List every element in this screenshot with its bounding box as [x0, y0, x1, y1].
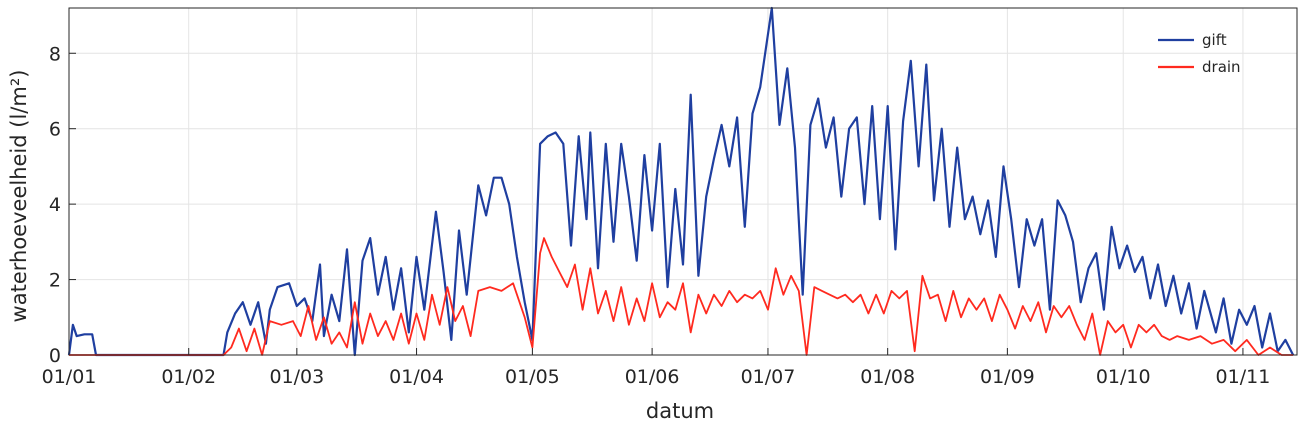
- axes: [68, 7, 1298, 356]
- legend-label-drain: drain: [1202, 58, 1241, 76]
- y-tick-label: 2: [49, 270, 61, 292]
- y-axis-label: waterhoeveelheid (l/m²): [7, 70, 31, 323]
- y-tick-label: 8: [49, 43, 61, 65]
- x-tick-label: 01/03: [269, 366, 324, 388]
- grid: [68, 8, 1297, 356]
- x-tick-label: 01/10: [1096, 366, 1151, 388]
- x-tick-label: 01/06: [625, 366, 680, 388]
- x-tick-label: 01/02: [161, 366, 216, 388]
- y-tick-label: 0: [49, 345, 61, 367]
- x-tick-label: 01/11: [1216, 366, 1271, 388]
- x-tick-label: 01/01: [42, 366, 97, 388]
- legend-label-gift: gift: [1202, 31, 1227, 49]
- y-tick-labels: 0 2 4 6 8: [49, 43, 61, 367]
- y-tick-label: 4: [49, 194, 61, 216]
- series-line-gift: [67, 6, 1295, 357]
- x-tick-label: 01/05: [505, 366, 560, 388]
- series-line-drain: [69, 237, 1294, 356]
- x-tick-label: 01/07: [741, 366, 796, 388]
- x-tick-label: 01/04: [389, 366, 444, 388]
- x-axis-label: datum: [646, 399, 714, 423]
- x-tick-label: 01/08: [860, 366, 915, 388]
- legend: gift drain: [1158, 31, 1241, 76]
- x-tick-labels: 01/01 01/02 01/03 01/04 01/05 01/06 01/07 01/08…: [42, 366, 1271, 388]
- y-tick-label: 6: [49, 119, 61, 141]
- plot-frame: [68, 7, 1298, 356]
- x-tick-label: 01/09: [980, 366, 1035, 388]
- series-lines: [67, 6, 1295, 357]
